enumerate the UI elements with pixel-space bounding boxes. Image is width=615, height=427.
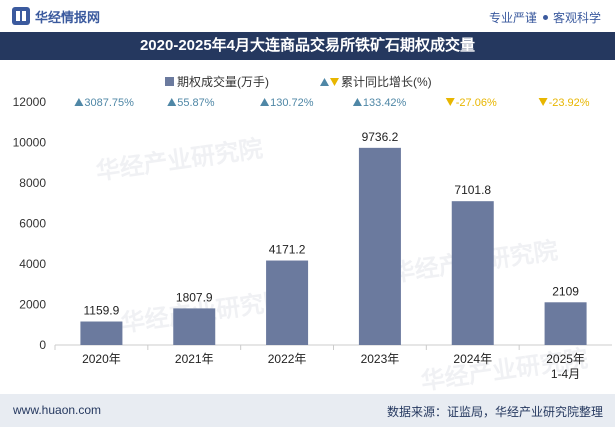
slogan-left: 专业严谨 (488, 11, 537, 25)
growth-value-label: 3087.75% (84, 97, 134, 109)
chart-title: 2020-2025年4月大连商品交易所铁矿石期权成交量 (0, 32, 615, 60)
slogan-dot-icon (542, 15, 548, 21)
y-tick-label: 12000 (13, 95, 47, 109)
bar-value-label: 7101.8 (454, 183, 491, 197)
brand-logo-icon (12, 7, 30, 25)
legend: 期权成交量(万手) 累计同比增长(%) (165, 74, 432, 89)
growth-up-triangle-icon (352, 98, 362, 106)
growth-down-triangle-icon (538, 98, 548, 106)
slogan-right: 客观科学 (552, 11, 601, 25)
bar-value-label: 4171.2 (269, 243, 306, 257)
bar (80, 321, 123, 345)
x-tick-label: 2025年 (546, 352, 585, 366)
bar (358, 147, 401, 345)
x-tick-label: 2024年 (453, 352, 492, 366)
y-tick-label: 2000 (19, 298, 46, 312)
y-tick-label: 10000 (13, 136, 47, 150)
x-tick-label: 2021年 (175, 352, 214, 366)
growth-value-label: 130.72% (270, 97, 314, 109)
growth-value-label: 133.42% (363, 97, 407, 109)
x-tick-label: 2023年 (361, 352, 400, 366)
x-tick-label: 2022年 (268, 352, 307, 366)
top-bar: 华经情报网 专业严谨 客观科学 (0, 0, 615, 32)
bar (451, 201, 494, 345)
legend-label-volume: 期权成交量(万手) (177, 74, 269, 89)
y-tick-label: 6000 (19, 217, 46, 231)
brand: 华经情报网 (12, 7, 100, 25)
bar (266, 260, 309, 345)
growth-up-triangle-icon (74, 98, 84, 106)
growth-up-triangle-icon (260, 98, 270, 106)
y-tick-label: 0 (39, 338, 46, 352)
bar-value-label: 1807.9 (176, 290, 213, 304)
bar-chart: 期权成交量(万手) 累计同比增长(%) 0 2000 4000 6000 8000 100… (13, 74, 612, 381)
growth-value-label: -23.92% (549, 97, 590, 109)
x-tick-label: 2020年 (82, 352, 121, 366)
bar-value-label: 9736.2 (362, 130, 399, 144)
plot-area: 0 2000 4000 6000 8000 10000 12000 1159.9 2020年 30… (13, 95, 612, 381)
x-tick-label: 1-4月 (551, 367, 580, 381)
bar (544, 302, 587, 345)
legend-down-triangle-icon (330, 78, 339, 86)
bar-value-label: 1159.9 (84, 304, 120, 318)
footer-website[interactable]: www.huaon.com (13, 403, 102, 417)
legend-up-triangle-icon (320, 78, 329, 86)
y-tick-label: 8000 (19, 176, 46, 190)
footer: www.huaon.com 数据来源：证监局，华经产业研究院整理 (0, 394, 615, 427)
growth-value-label: 55.87% (177, 97, 215, 109)
y-tick-label: 4000 (19, 257, 46, 271)
growth-up-triangle-icon (167, 98, 177, 106)
footer-source: 数据来源：证监局，华经产业研究院整理 (386, 405, 603, 419)
slogan: 专业严谨 客观科学 (489, 9, 601, 26)
bar-value-label: 2109 (552, 284, 579, 298)
brand-name: 华经情报网 (35, 9, 101, 25)
legend-swatch-volume (165, 77, 174, 86)
bar (173, 308, 216, 345)
legend-label-growth: 累计同比增长(%) (341, 75, 432, 89)
growth-value-label: -27.06% (456, 97, 497, 109)
growth-down-triangle-icon (445, 98, 455, 106)
